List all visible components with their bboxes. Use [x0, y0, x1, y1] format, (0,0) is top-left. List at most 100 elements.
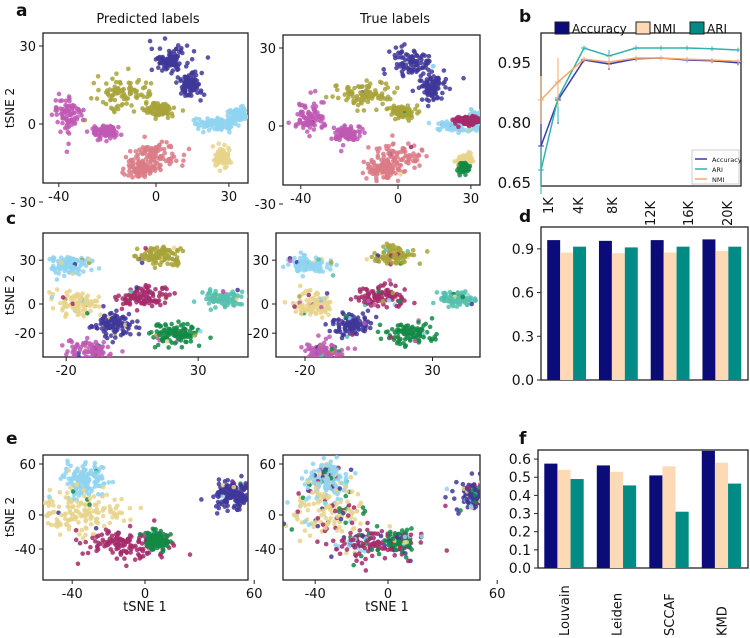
- scatter-point: [393, 283, 398, 289]
- scatter-point: [401, 66, 407, 72]
- scatter-point: [373, 314, 379, 320]
- scatter-point: [91, 130, 97, 136]
- scatter-point: [106, 480, 112, 485]
- scatter-point: [175, 43, 181, 48]
- scatter-point: [325, 358, 330, 363]
- scatter-point: [126, 322, 131, 327]
- scatter-point: [474, 125, 480, 131]
- scatter-point: [187, 552, 193, 557]
- scatter-point: [398, 254, 404, 260]
- scatter-point: [146, 88, 152, 94]
- scatter-point: [131, 157, 136, 162]
- scatter-point: [60, 295, 66, 300]
- scatter-point: [366, 145, 371, 150]
- scatter-point: [487, 117, 492, 122]
- scatter-point: [349, 89, 354, 94]
- scatter-point: [328, 260, 334, 265]
- x-tick-label: 30: [463, 192, 480, 207]
- scatter-point: [310, 461, 316, 467]
- scatter-point: [222, 296, 228, 302]
- scatter-point: [229, 489, 234, 494]
- scatter-point: [68, 497, 74, 502]
- scatter-point: [170, 68, 176, 73]
- scatter-point: [360, 311, 366, 316]
- scatter-point: [78, 296, 84, 302]
- scatter-point: [319, 259, 325, 265]
- scatter-point: [418, 328, 423, 333]
- scatter-point: [292, 304, 297, 309]
- scatter-point: [85, 310, 90, 316]
- scatter-point: [93, 525, 99, 531]
- scatter-point: [300, 273, 306, 279]
- scatter-point: [136, 539, 141, 544]
- scatter-point: [151, 102, 156, 108]
- scatter-point: [117, 318, 122, 323]
- scatter-point: [334, 467, 340, 472]
- scatter-point: [412, 158, 418, 164]
- scatter-point: [397, 108, 402, 114]
- scatter-point: [320, 269, 326, 274]
- scatter-point: [440, 123, 446, 129]
- points: [47, 244, 248, 365]
- scatter-point: [414, 103, 420, 108]
- scatter-point: [312, 88, 318, 94]
- scatter-point: [90, 360, 95, 365]
- scatter-point: [246, 485, 248, 490]
- scatter-point: [238, 117, 243, 122]
- scatter-point: [66, 504, 72, 510]
- scatter-point: [393, 45, 399, 50]
- scatter-point: [357, 124, 363, 130]
- scatter-point: [217, 168, 223, 174]
- scatter-point: [81, 107, 86, 113]
- scatter-point: [110, 76, 115, 82]
- scatter-point: [386, 161, 392, 166]
- scatter-point: [157, 46, 163, 51]
- scatter-point: [398, 149, 403, 155]
- scatter-point: [128, 550, 133, 555]
- scatter-point: [81, 493, 87, 499]
- scatter-point: [390, 297, 395, 302]
- y-tick-label: 0: [28, 509, 36, 524]
- scatter-point: [86, 260, 92, 266]
- scatter-point: [112, 135, 117, 140]
- scatter-point: [201, 92, 207, 98]
- scatter-point: [100, 513, 106, 519]
- scatter-point: [436, 121, 441, 126]
- scatter-point: [307, 125, 313, 130]
- scatter-point: [382, 258, 388, 264]
- scatter-point: [191, 299, 197, 304]
- scatter-point: [110, 479, 116, 485]
- scatter-point: [338, 148, 344, 154]
- scatter-point: [336, 327, 342, 332]
- scatter-point: [217, 150, 223, 155]
- scatter-point: [168, 144, 174, 150]
- scatter-point: [154, 298, 160, 304]
- scatter-point: [81, 304, 86, 310]
- scatter-point: [298, 109, 304, 115]
- scatter-point: [307, 533, 313, 539]
- scatter-point: [79, 527, 85, 533]
- scatter-point: [304, 129, 310, 134]
- scatter-point: [299, 344, 304, 350]
- scatter-point: [169, 321, 174, 327]
- scatter-point: [88, 516, 93, 522]
- scatter-point: [306, 292, 312, 298]
- scatter-point: [55, 119, 60, 125]
- scatter-point: [360, 328, 366, 333]
- scatter-point: [107, 520, 113, 526]
- scatter-point: [484, 112, 489, 117]
- scatter-point: [313, 350, 319, 355]
- scatter-point: [83, 525, 89, 531]
- scatter-point: [361, 296, 367, 301]
- scatter-point: [326, 312, 331, 318]
- scatter-point: [179, 344, 185, 350]
- scatter-point: [255, 497, 260, 502]
- scatter-point: [366, 298, 371, 304]
- scatter-point: [215, 126, 221, 131]
- scatter-point: [155, 342, 161, 348]
- scatter-point: [394, 61, 400, 67]
- scatter-point: [312, 109, 318, 115]
- scatter-point: [164, 294, 169, 300]
- scatter-point: [87, 325, 93, 330]
- scatter-point: [357, 287, 363, 292]
